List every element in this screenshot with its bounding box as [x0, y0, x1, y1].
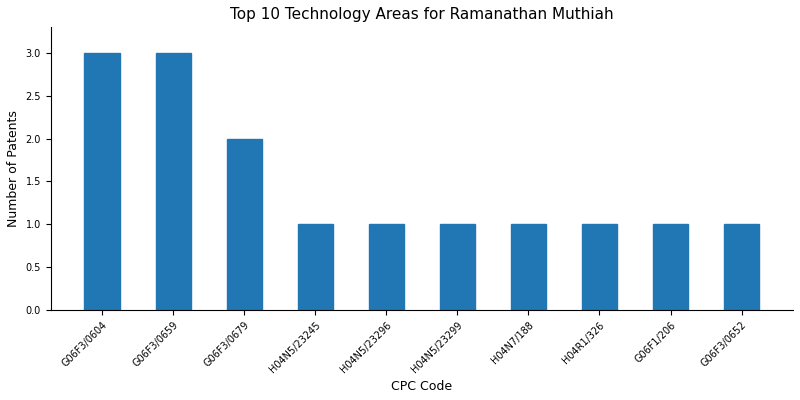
Bar	[510, 224, 546, 310]
Bar	[155, 53, 191, 310]
Bar	[653, 224, 688, 310]
Bar	[369, 224, 404, 310]
Bar	[298, 224, 333, 310]
Y-axis label: Number of Patents: Number of Patents	[7, 110, 20, 227]
Bar	[440, 224, 475, 310]
Title: Top 10 Technology Areas for Ramanathan Muthiah: Top 10 Technology Areas for Ramanathan M…	[230, 7, 614, 22]
Bar	[724, 224, 759, 310]
Bar	[85, 53, 120, 310]
Bar	[582, 224, 618, 310]
Bar	[226, 139, 262, 310]
X-axis label: CPC Code: CPC Code	[391, 380, 453, 393]
